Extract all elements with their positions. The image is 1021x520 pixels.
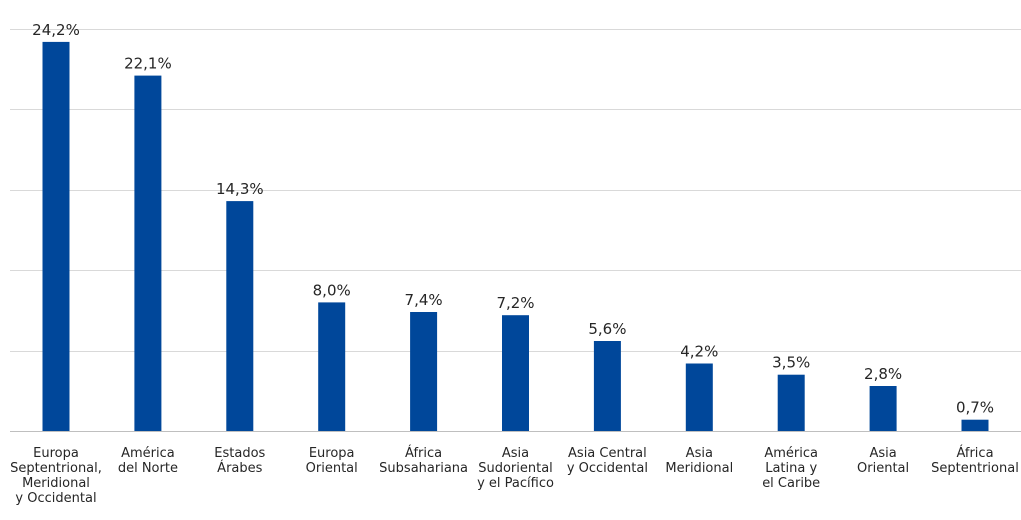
- category-label: Asia Sudoriental y el Pacífico: [477, 446, 554, 491]
- data-label: 7,2%: [496, 294, 534, 312]
- bars: [42, 41, 989, 432]
- value-labels: 24,2% 22,1% 14,3% 8,0% 7,4% 7,2% 5,6% 4,2% 3,5% 2…: [32, 21, 994, 417]
- category-label: África Subsahariana: [379, 445, 468, 476]
- bar: [318, 302, 346, 431]
- data-label: 5,6%: [588, 320, 626, 338]
- bar: [134, 75, 162, 431]
- bar: [685, 363, 713, 431]
- category-label: Asia Meridional: [665, 446, 733, 476]
- category-label: América del Norte: [118, 446, 178, 476]
- bar: [410, 312, 438, 431]
- bar: [961, 419, 989, 431]
- data-label: 24,2%: [32, 21, 80, 39]
- category-labels: Europa Septentrional, Meridional y Occident…: [10, 445, 1019, 506]
- category-label: Asia Central y Occidental: [567, 446, 648, 476]
- bar: [42, 41, 70, 432]
- category-label: Europa Oriental: [306, 446, 358, 476]
- gridlines: [10, 29, 1021, 432]
- category-label: América Latina y el Caribe: [762, 446, 820, 491]
- data-label: 7,4%: [405, 291, 443, 309]
- bar: [869, 386, 897, 431]
- bar: [777, 374, 805, 431]
- category-label: Asia Oriental: [857, 446, 909, 476]
- data-label: 2,8%: [864, 365, 902, 383]
- data-label: 14,3%: [216, 180, 264, 198]
- category-label: África Septentrional: [931, 445, 1019, 476]
- data-label: 0,7%: [956, 399, 994, 417]
- data-label: 3,5%: [772, 354, 810, 372]
- data-label: 8,0%: [313, 281, 351, 299]
- data-label: 4,2%: [680, 343, 718, 361]
- bar: [502, 315, 529, 431]
- category-label: Estados Árabes: [214, 446, 265, 476]
- data-label: 22,1%: [124, 55, 172, 73]
- category-label: Europa Septentrional, Meridional y Occident…: [10, 446, 102, 506]
- bar: [593, 341, 621, 431]
- bar: [226, 201, 254, 431]
